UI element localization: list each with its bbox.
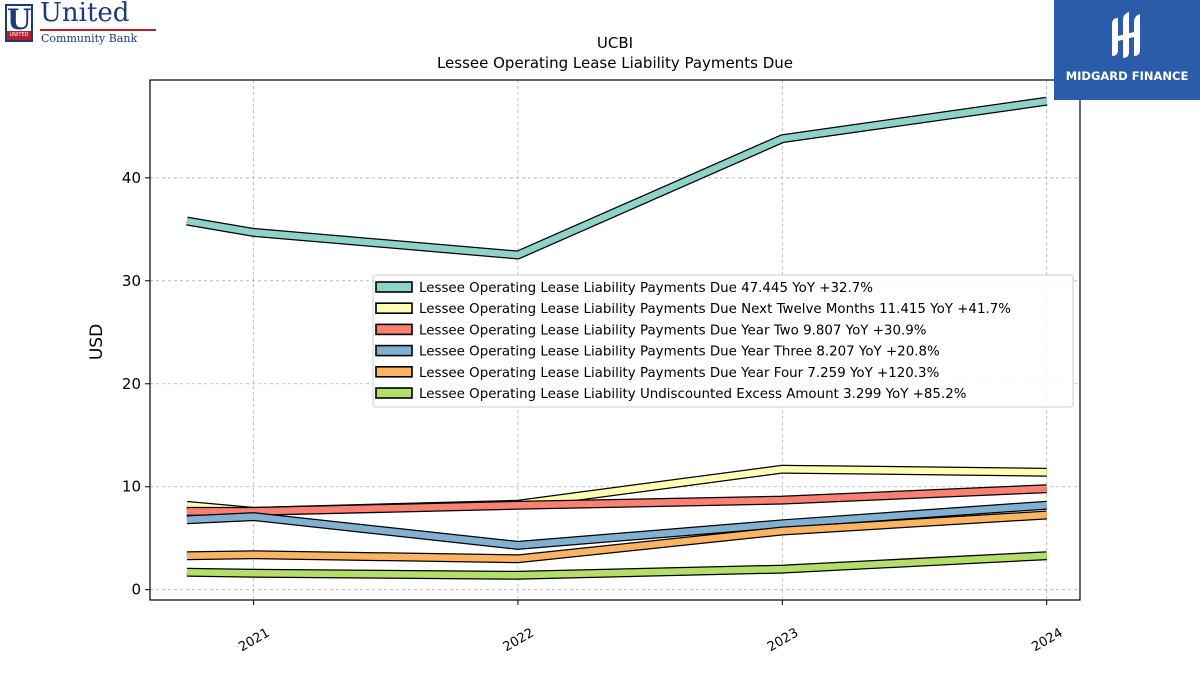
- x-tick-label: 2021: [236, 626, 272, 656]
- x-tick-label: 2022: [501, 626, 537, 656]
- series-line: [186, 511, 1047, 563]
- bank-subtitle: Community Bank: [41, 32, 138, 45]
- y-tick-label: 20: [122, 375, 141, 393]
- legend-swatch: [375, 344, 413, 357]
- x-tick-label: 2024: [1029, 626, 1065, 656]
- chart-title: Lessee Operating Lease Liability Payment…: [437, 54, 793, 72]
- series-line: [186, 97, 1048, 259]
- y-tick-label: 10: [122, 478, 141, 496]
- bank-name-rule: [40, 29, 156, 31]
- series-line-outline: [186, 96, 1048, 260]
- legend-swatch: [375, 281, 413, 293]
- x-axis-ticks: 2021 2022 2023 2024: [236, 600, 1066, 656]
- y-axis-label: USD: [87, 324, 107, 360]
- legend-swatch: [375, 323, 413, 336]
- legend-entry: Lessee Operating Lease Liability Payment…: [419, 323, 926, 338]
- plot-frame: [149, 79, 1081, 601]
- legend-entry: Lessee Operating Lease Liability Payment…: [419, 281, 873, 296]
- legend-box: [372, 274, 1074, 408]
- series-line: [186, 552, 1047, 579]
- x-tick-label: 2023: [765, 626, 801, 656]
- midgard-finance-logo: MIDGARD FINANCE: [1054, 0, 1200, 100]
- legend-swatch: [375, 302, 413, 315]
- y-tick-label: 40: [122, 169, 141, 187]
- legend-swatch: [375, 365, 413, 378]
- midgard-name: MIDGARD FINANCE: [1065, 69, 1189, 83]
- y-tick-label: 30: [122, 272, 141, 290]
- bank-emblem-letter: U: [7, 3, 32, 36]
- y-tick-label: 0: [131, 581, 141, 599]
- bank-name: United: [40, 0, 130, 28]
- legend-entry: Lessee Operating Lease Liability Payment…: [419, 302, 1011, 317]
- chart-ticker: UCBI: [597, 34, 633, 52]
- bank-emblem: U UNITED: [5, 3, 33, 42]
- bank-emblem-strip: UNITED: [7, 31, 31, 40]
- legend-entry: Lessee Operating Lease Liability Payment…: [419, 366, 939, 381]
- legend-entry: Lessee Operating Lease Liability Payment…: [419, 345, 940, 360]
- legend-swatch: [375, 387, 413, 399]
- legend-entry: Lessee Operating Lease Liability Undisco…: [419, 387, 966, 402]
- series-line: [186, 485, 1047, 515]
- midgard-mark-icon: [1112, 12, 1140, 58]
- series-line: [186, 501, 1047, 549]
- y-axis-ticks: 0 10 20 30 40: [122, 169, 150, 599]
- legend: Lessee Operating Lease Liability Payment…: [372, 274, 1074, 408]
- united-community-bank-logo: U UNITED United Community Bank: [5, 0, 165, 46]
- series-lines: [186, 96, 1048, 580]
